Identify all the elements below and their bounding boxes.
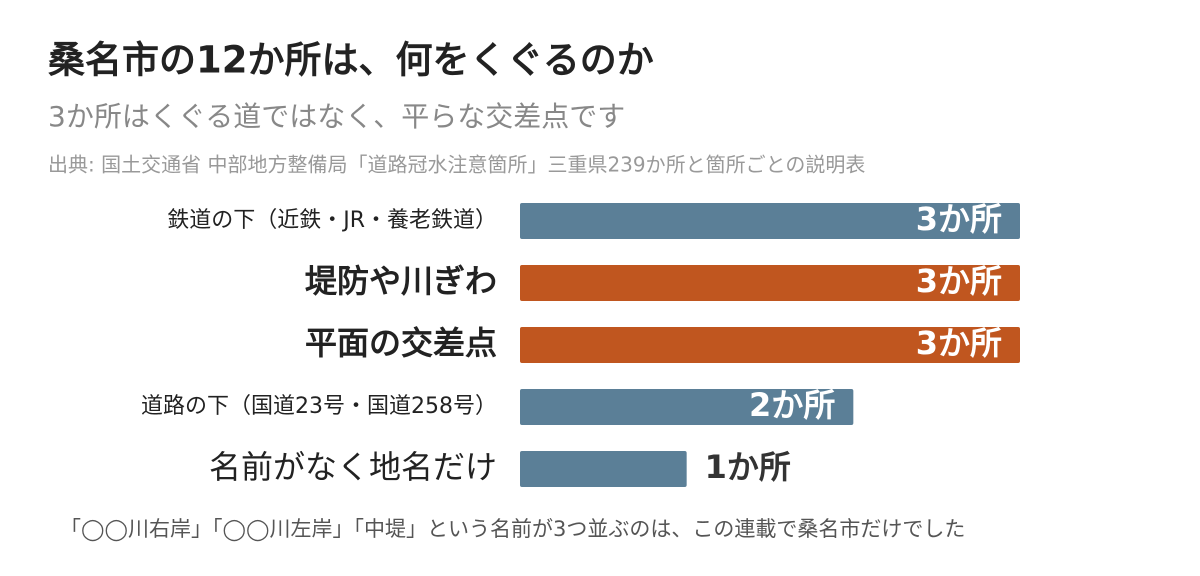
value-label: 3か所 <box>916 262 1002 300</box>
chart-title: 桑名市の12か所は、何をくぐるのか <box>48 39 654 82</box>
bar <box>520 203 1020 239</box>
source: 出典: 国土交通省 中部地方整備局「道路冠水注意箇所」三重県239か所と箇所ごと… <box>48 153 865 177</box>
value-label: 3か所 <box>916 324 1002 362</box>
value-label: 2か所 <box>749 386 835 424</box>
category-label: 鉄道の下（近鉄・JR・養老鉄道） <box>167 208 497 233</box>
bar <box>520 389 854 425</box>
category-label: 平面の交差点 <box>305 324 497 362</box>
bar <box>520 451 687 487</box>
category-label: 道路の下（国道23号・国道258号） <box>141 394 497 419</box>
category-label: 堤防や川ぎわ <box>305 262 497 300</box>
bar <box>520 265 1020 301</box>
footnote: 「◯◯川右岸」「◯◯川左岸」「中堤」という名前が3つ並ぶのは、この連載で桑名市だ… <box>60 517 965 542</box>
value-label: 3か所 <box>916 200 1002 238</box>
bar <box>520 327 1020 363</box>
value-label: 1か所 <box>705 448 791 486</box>
chart-subtitle: 3か所はくぐる道ではなく、平らな交差点です <box>48 100 625 133</box>
category-label: 名前がなく地名だけ <box>209 448 497 486</box>
